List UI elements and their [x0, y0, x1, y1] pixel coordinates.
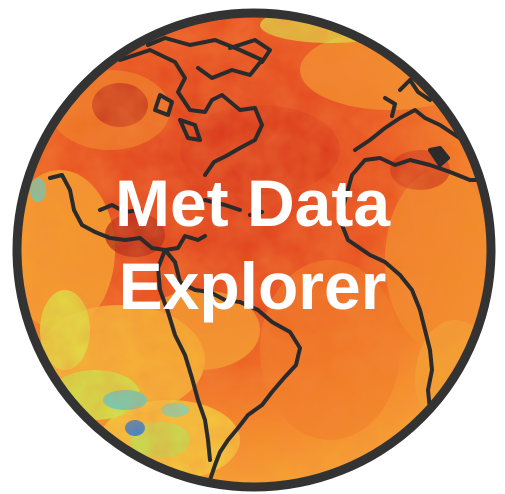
- coastlines: [48, 36, 491, 482]
- logo-title-line-2: Explorer: [118, 249, 387, 323]
- logo-title-line-1: Met Data: [114, 166, 391, 240]
- globe-border-ring: [12, 8, 496, 492]
